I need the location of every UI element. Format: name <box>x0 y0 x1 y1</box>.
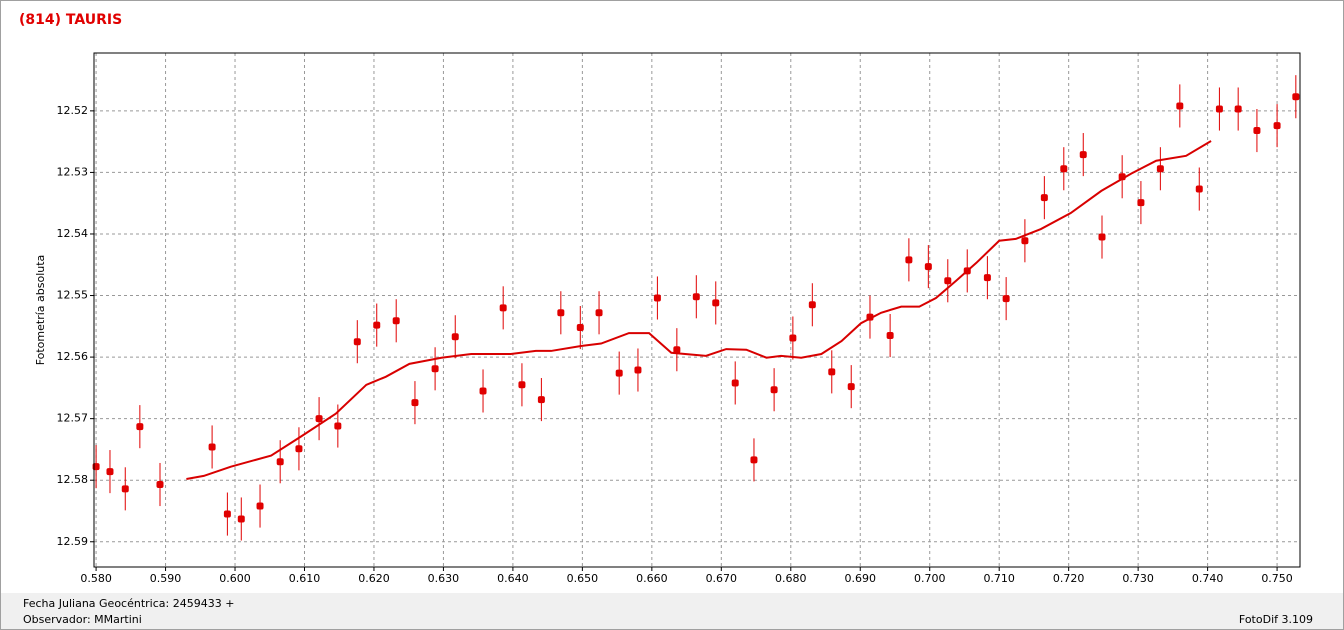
x-tick-label: 0.640 <box>497 572 529 585</box>
data-point <box>431 365 439 373</box>
data-point <box>1156 165 1164 173</box>
x-tick-label: 0.580 <box>80 572 112 585</box>
y-tick-label: 12.54 <box>57 227 89 240</box>
data-point <box>256 502 264 510</box>
observer-label: Observador: MMartini <box>23 613 142 626</box>
data-point <box>576 324 584 332</box>
x-tick-label: 0.660 <box>636 572 668 585</box>
x-tick-label: 0.720 <box>1053 572 1085 585</box>
data-point <box>712 299 720 307</box>
x-tick-label: 0.710 <box>983 572 1015 585</box>
data-point <box>634 366 642 374</box>
plot-frame <box>93 52 1301 568</box>
data-point <box>770 386 778 394</box>
app-label: FotoDif 3.109 <box>1238 613 1313 626</box>
data-point <box>334 422 342 430</box>
data-point <box>983 274 991 282</box>
trend-line <box>186 140 1212 480</box>
x-tick-label: 0.650 <box>567 572 599 585</box>
chart: (814) TAURIS Fotometría absoluta 0.580 0.… <box>19 12 1301 585</box>
data-point <box>411 399 419 407</box>
data-point <box>392 317 400 325</box>
data-point <box>1234 105 1242 113</box>
data-point <box>156 481 164 489</box>
data-point <box>518 381 526 389</box>
y-tick-label: 12.59 <box>57 535 89 548</box>
data-point <box>537 396 545 404</box>
data-point <box>208 443 216 451</box>
data-point <box>1292 93 1300 101</box>
data-point <box>557 309 565 317</box>
x-tick-label: 0.700 <box>914 572 946 585</box>
data-point <box>924 263 932 271</box>
data-point <box>673 346 681 354</box>
y-tick-label: 12.55 <box>57 289 89 302</box>
data-point <box>808 301 816 309</box>
data-point <box>136 423 144 431</box>
data-point <box>1079 151 1087 159</box>
x-tick-label: 0.750 <box>1261 572 1293 585</box>
data-point <box>223 510 231 518</box>
x-tick-label: 0.730 <box>1122 572 1154 585</box>
data-point <box>1040 194 1048 202</box>
y-tick-label: 12.57 <box>57 412 89 425</box>
data-point <box>373 321 381 329</box>
data-point <box>944 277 952 285</box>
data-point <box>653 294 661 302</box>
data-point <box>121 485 129 493</box>
data-point <box>1098 233 1106 241</box>
data-point <box>1195 185 1203 193</box>
y-tick-label: 12.52 <box>57 104 89 117</box>
data-point <box>692 293 700 301</box>
date-label: Fecha Juliana Geocéntrica: 2459433 + <box>23 597 235 610</box>
data-point <box>886 332 894 340</box>
x-tick-label: 0.690 <box>845 572 877 585</box>
data-point <box>750 456 758 464</box>
data-point <box>451 333 459 341</box>
data-point <box>1215 105 1223 113</box>
data-point <box>1021 237 1029 245</box>
data-point <box>106 468 114 476</box>
data-point <box>847 383 855 391</box>
data-point <box>1253 127 1261 135</box>
data-point <box>1060 165 1068 173</box>
y-tick-label: 12.58 <box>57 473 89 486</box>
y-tick-label: 12.53 <box>57 165 89 178</box>
data-point <box>615 369 623 377</box>
data-point <box>353 338 361 346</box>
chart-title: (814) TAURIS <box>19 12 122 28</box>
x-tick-label: 0.620 <box>358 572 390 585</box>
data-point <box>1176 102 1184 110</box>
x-tick-label: 0.590 <box>150 572 182 585</box>
data-point <box>595 309 603 317</box>
data-point <box>905 256 913 264</box>
x-tick-label: 0.740 <box>1192 572 1224 585</box>
y-axis-label: Fotometría absoluta <box>34 255 47 366</box>
data-point <box>315 415 323 423</box>
data-point <box>237 515 245 523</box>
x-tick-label: 0.670 <box>706 572 738 585</box>
data-point <box>731 379 739 387</box>
data-point <box>295 445 303 453</box>
x-tick-label: 0.630 <box>428 572 460 585</box>
data-point <box>1002 295 1010 303</box>
data-point <box>828 368 836 376</box>
data-point <box>1273 122 1281 130</box>
status-bar: Fecha Juliana Geocéntrica: 2459433 + Obs… <box>1 593 1343 629</box>
x-tick-label: 0.610 <box>289 572 321 585</box>
x-tick-label: 0.600 <box>219 572 251 585</box>
data-point <box>276 458 284 466</box>
data-point <box>1137 199 1145 207</box>
data-point <box>789 334 797 342</box>
data-point <box>499 304 507 312</box>
data-point <box>479 387 487 395</box>
x-tick-label: 0.680 <box>775 572 807 585</box>
y-tick-label: 12.56 <box>57 350 89 363</box>
